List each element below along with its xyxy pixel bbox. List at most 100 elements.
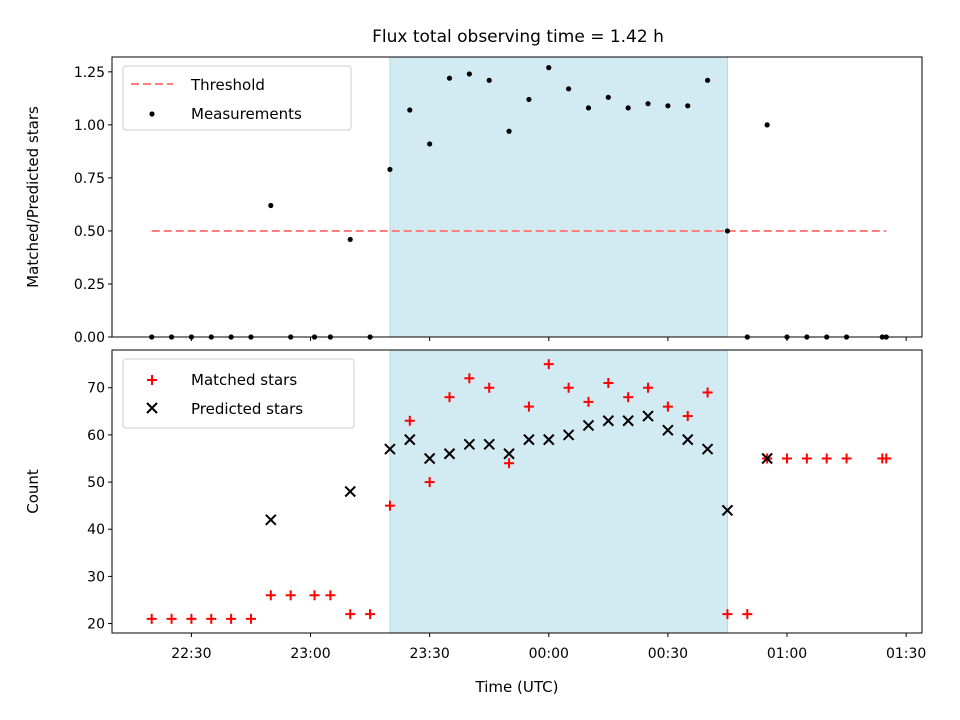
y-tick-label: 0.25 — [74, 277, 105, 293]
bottom-panel: 20 30 40 50 60 70 22:30 23:00 23:30 00:00 00:30 01:… — [24, 349, 926, 696]
matched-star-point — [444, 392, 455, 403]
predicted-star-point — [384, 443, 396, 455]
y-tick-label: 50 — [87, 475, 105, 491]
matched-star-point — [643, 382, 654, 393]
legend-measurement-label: Measurements — [191, 105, 302, 123]
predicted-star-point — [721, 504, 734, 517]
measurement-point — [427, 141, 433, 147]
matched-star-point — [881, 453, 892, 464]
x-tick-label: 01:00 — [767, 646, 807, 662]
predicted-star-point — [761, 452, 773, 465]
y-tick-label: 1.00 — [74, 118, 105, 134]
measurement-point — [566, 86, 572, 92]
predicted-star-point — [423, 452, 436, 465]
y-tick-label: 60 — [87, 428, 105, 444]
matched-star-point — [662, 401, 673, 412]
x-axis-label: Time (UTC) — [475, 678, 559, 696]
predicted-star-point — [701, 443, 714, 455]
predicted-star-point — [344, 485, 356, 498]
legend-matched-label: Matched stars — [191, 371, 297, 389]
matched-star-point — [702, 387, 713, 398]
figure-title: Flux total observing time = 1.42 h — [372, 27, 664, 47]
predicted-star-point — [265, 514, 277, 526]
predicted-star-point — [443, 448, 456, 460]
measurement-point — [546, 65, 552, 71]
y-tick-label: 1.25 — [74, 65, 105, 81]
measurement-point — [645, 101, 651, 107]
matched-star-point — [309, 590, 320, 601]
measurement-point — [526, 96, 532, 103]
matched-star-point — [265, 590, 276, 601]
predicted-star-point — [483, 438, 495, 451]
observing-span-shade — [389, 56, 728, 338]
matched-star-point — [285, 590, 296, 601]
predicted-star-point — [602, 415, 615, 427]
predicted-star-point — [562, 429, 575, 441]
matched-star-point — [384, 500, 395, 511]
matched-star-point — [682, 411, 693, 422]
predicted-star-point — [404, 433, 416, 446]
matched-star-point — [484, 382, 495, 393]
matched-star-point — [722, 609, 733, 620]
matched-star-point — [504, 458, 515, 469]
measurement-point — [347, 236, 353, 243]
predicted-star-point — [682, 433, 694, 446]
matched-star-point — [404, 415, 415, 426]
measurement-point — [466, 71, 472, 77]
matched-star-point — [146, 613, 157, 624]
measurement-point — [446, 75, 453, 81]
measurement-point — [665, 103, 671, 109]
measurement-point — [585, 105, 592, 111]
matched-star-point — [226, 613, 237, 624]
measurement-point — [506, 128, 512, 134]
y-tick-label: 0.00 — [74, 330, 105, 346]
top-legend: Threshold Measurements — [122, 65, 352, 131]
matched-star-point — [365, 609, 376, 620]
legend-predicted-label: Predicted stars — [191, 400, 303, 418]
plot-frame — [111, 349, 923, 634]
observing-span-shade — [389, 349, 728, 634]
matched-star-point — [821, 453, 832, 464]
measurement-point — [724, 228, 731, 234]
x-tick-label: 23:30 — [409, 646, 449, 662]
predicted-star-point — [543, 433, 555, 446]
y-axis-label: Matched/Predicted stars — [24, 106, 42, 288]
matched-star-point — [603, 378, 614, 389]
matched-star-point — [245, 613, 256, 624]
matched-star-point — [543, 359, 554, 370]
matched-star-point — [464, 373, 475, 384]
x-tick-label: 00:30 — [648, 646, 688, 662]
matched-star-point — [166, 613, 177, 624]
y-tick-label: 0.75 — [74, 171, 105, 187]
predicted-star-point — [582, 419, 595, 432]
y-tick-label: 20 — [87, 617, 105, 633]
predicted-star-point — [463, 438, 476, 451]
legend-box — [122, 358, 355, 429]
measurement-point — [605, 94, 611, 100]
legend-predicted-swatch — [146, 402, 158, 414]
predicted-star-point — [642, 410, 654, 422]
legend-threshold-label: Threshold — [190, 76, 265, 94]
predicted-star-point — [622, 415, 634, 427]
matched-star-point — [742, 609, 753, 620]
y-tick-label: 30 — [87, 569, 105, 585]
matched-star-point — [424, 477, 435, 488]
predicted-star-point — [662, 424, 674, 436]
matched-star-point — [782, 453, 792, 464]
x-tick-label: 23:00 — [290, 646, 330, 662]
measurement-point — [764, 122, 770, 128]
y-tick-label: 40 — [87, 522, 105, 538]
measurement-point — [704, 77, 711, 83]
matched-star-point — [186, 613, 197, 624]
x-tick-label: 01:30 — [886, 646, 926, 662]
predicted-star-point — [503, 448, 515, 460]
matched-star-point — [801, 453, 812, 464]
y-tick-label: 70 — [87, 381, 105, 397]
measurement-point — [625, 105, 631, 111]
legend-measurement-swatch — [149, 111, 155, 117]
legend-matched-swatch — [147, 375, 157, 385]
matched-star-point — [345, 609, 356, 620]
matched-star-point — [325, 590, 336, 601]
bottom-legend: Matched stars Predicted stars — [122, 358, 355, 429]
